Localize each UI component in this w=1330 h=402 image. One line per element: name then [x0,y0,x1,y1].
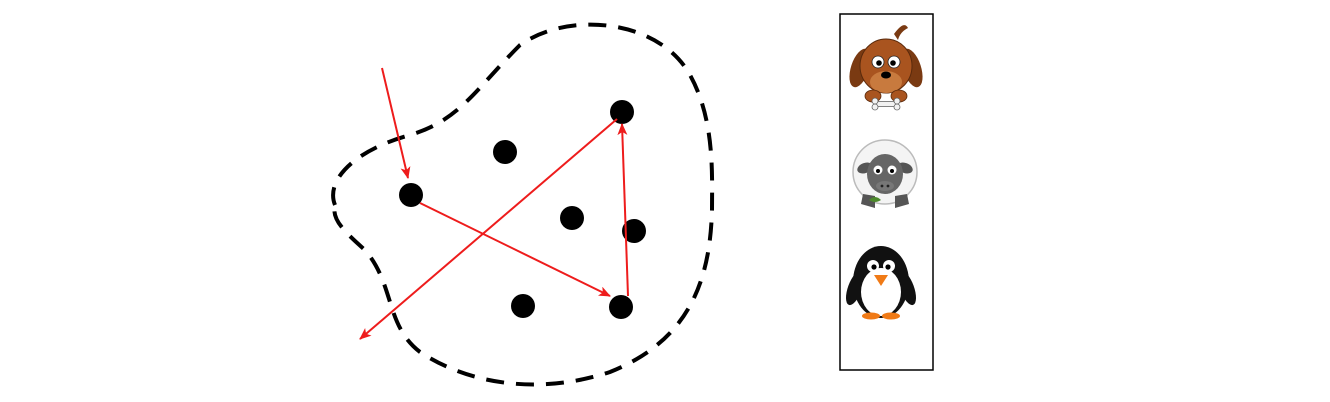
legend-panel [839,13,934,371]
penguin-icon [845,246,917,320]
arrow [359,118,618,340]
sheep-icon [852,139,918,208]
dot [610,100,634,124]
dot [399,183,423,207]
dashed-boundary [331,22,715,387]
arrow [419,202,611,297]
arrow [381,67,411,179]
dot [493,140,517,164]
dot [609,295,633,319]
dot [511,294,535,318]
dot [560,206,584,230]
dot [622,219,646,243]
dots-group [399,100,646,319]
dog-icon [849,25,923,111]
arrows-group [359,67,629,340]
arrow [617,123,629,297]
